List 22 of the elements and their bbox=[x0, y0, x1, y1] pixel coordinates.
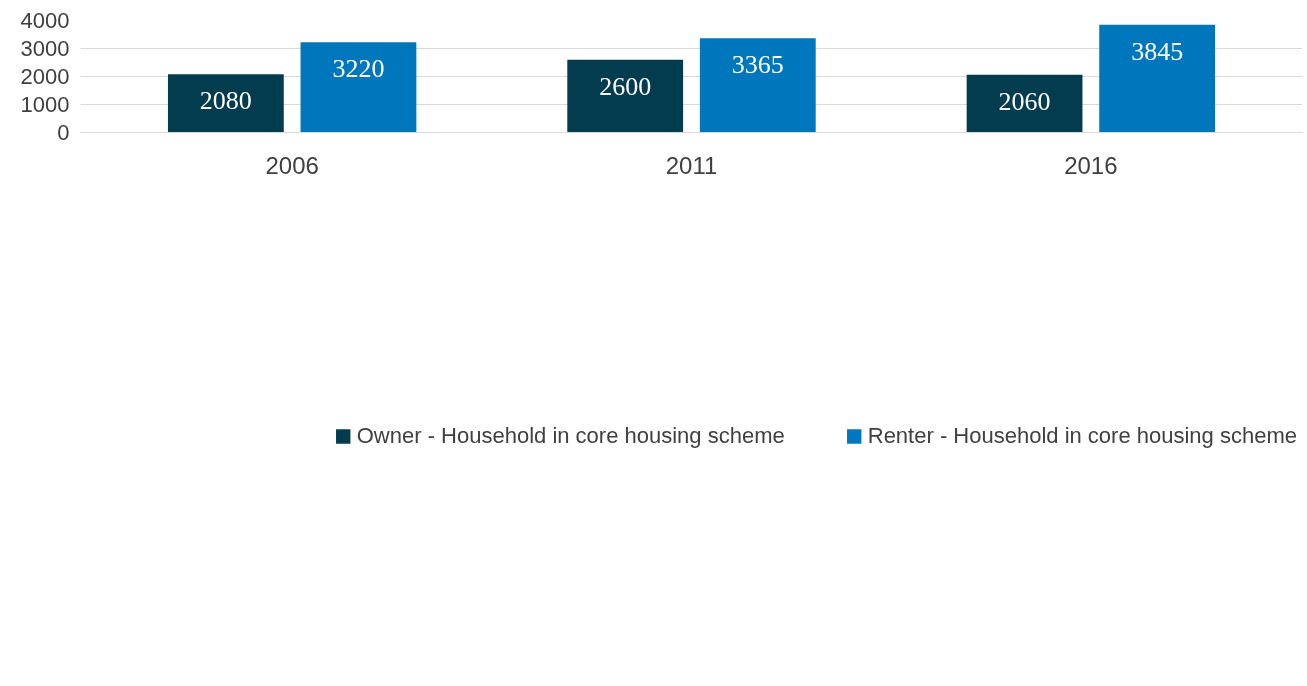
x-tick-label: 2006 bbox=[265, 151, 319, 179]
legend-label: Renter - Household in core housing scheme bbox=[867, 423, 1297, 449]
data-label: 3365 bbox=[731, 50, 784, 80]
data-label: 2080 bbox=[199, 86, 252, 116]
bar bbox=[167, 74, 284, 133]
y-tick-label: 3000 bbox=[20, 36, 70, 61]
bar bbox=[1099, 24, 1216, 133]
y-tick-label: 1000 bbox=[20, 92, 70, 117]
y-tick-label: 2000 bbox=[20, 64, 70, 89]
data-label: 2060 bbox=[998, 86, 1051, 116]
data-label: 2600 bbox=[599, 71, 652, 101]
bar bbox=[300, 42, 417, 133]
x-tick-label: 2016 bbox=[1064, 151, 1118, 179]
data-label: 3845 bbox=[1131, 36, 1184, 66]
legend-label: Owner - Household in core housing scheme bbox=[356, 423, 785, 449]
bar bbox=[966, 74, 1083, 133]
y-tick-label: 4000 bbox=[20, 8, 70, 33]
data-label: 3220 bbox=[332, 54, 385, 84]
bar bbox=[699, 38, 816, 133]
y-tick-label: 0 bbox=[57, 120, 70, 145]
x-tick-label: 2011 bbox=[665, 151, 718, 179]
bar bbox=[567, 59, 684, 133]
